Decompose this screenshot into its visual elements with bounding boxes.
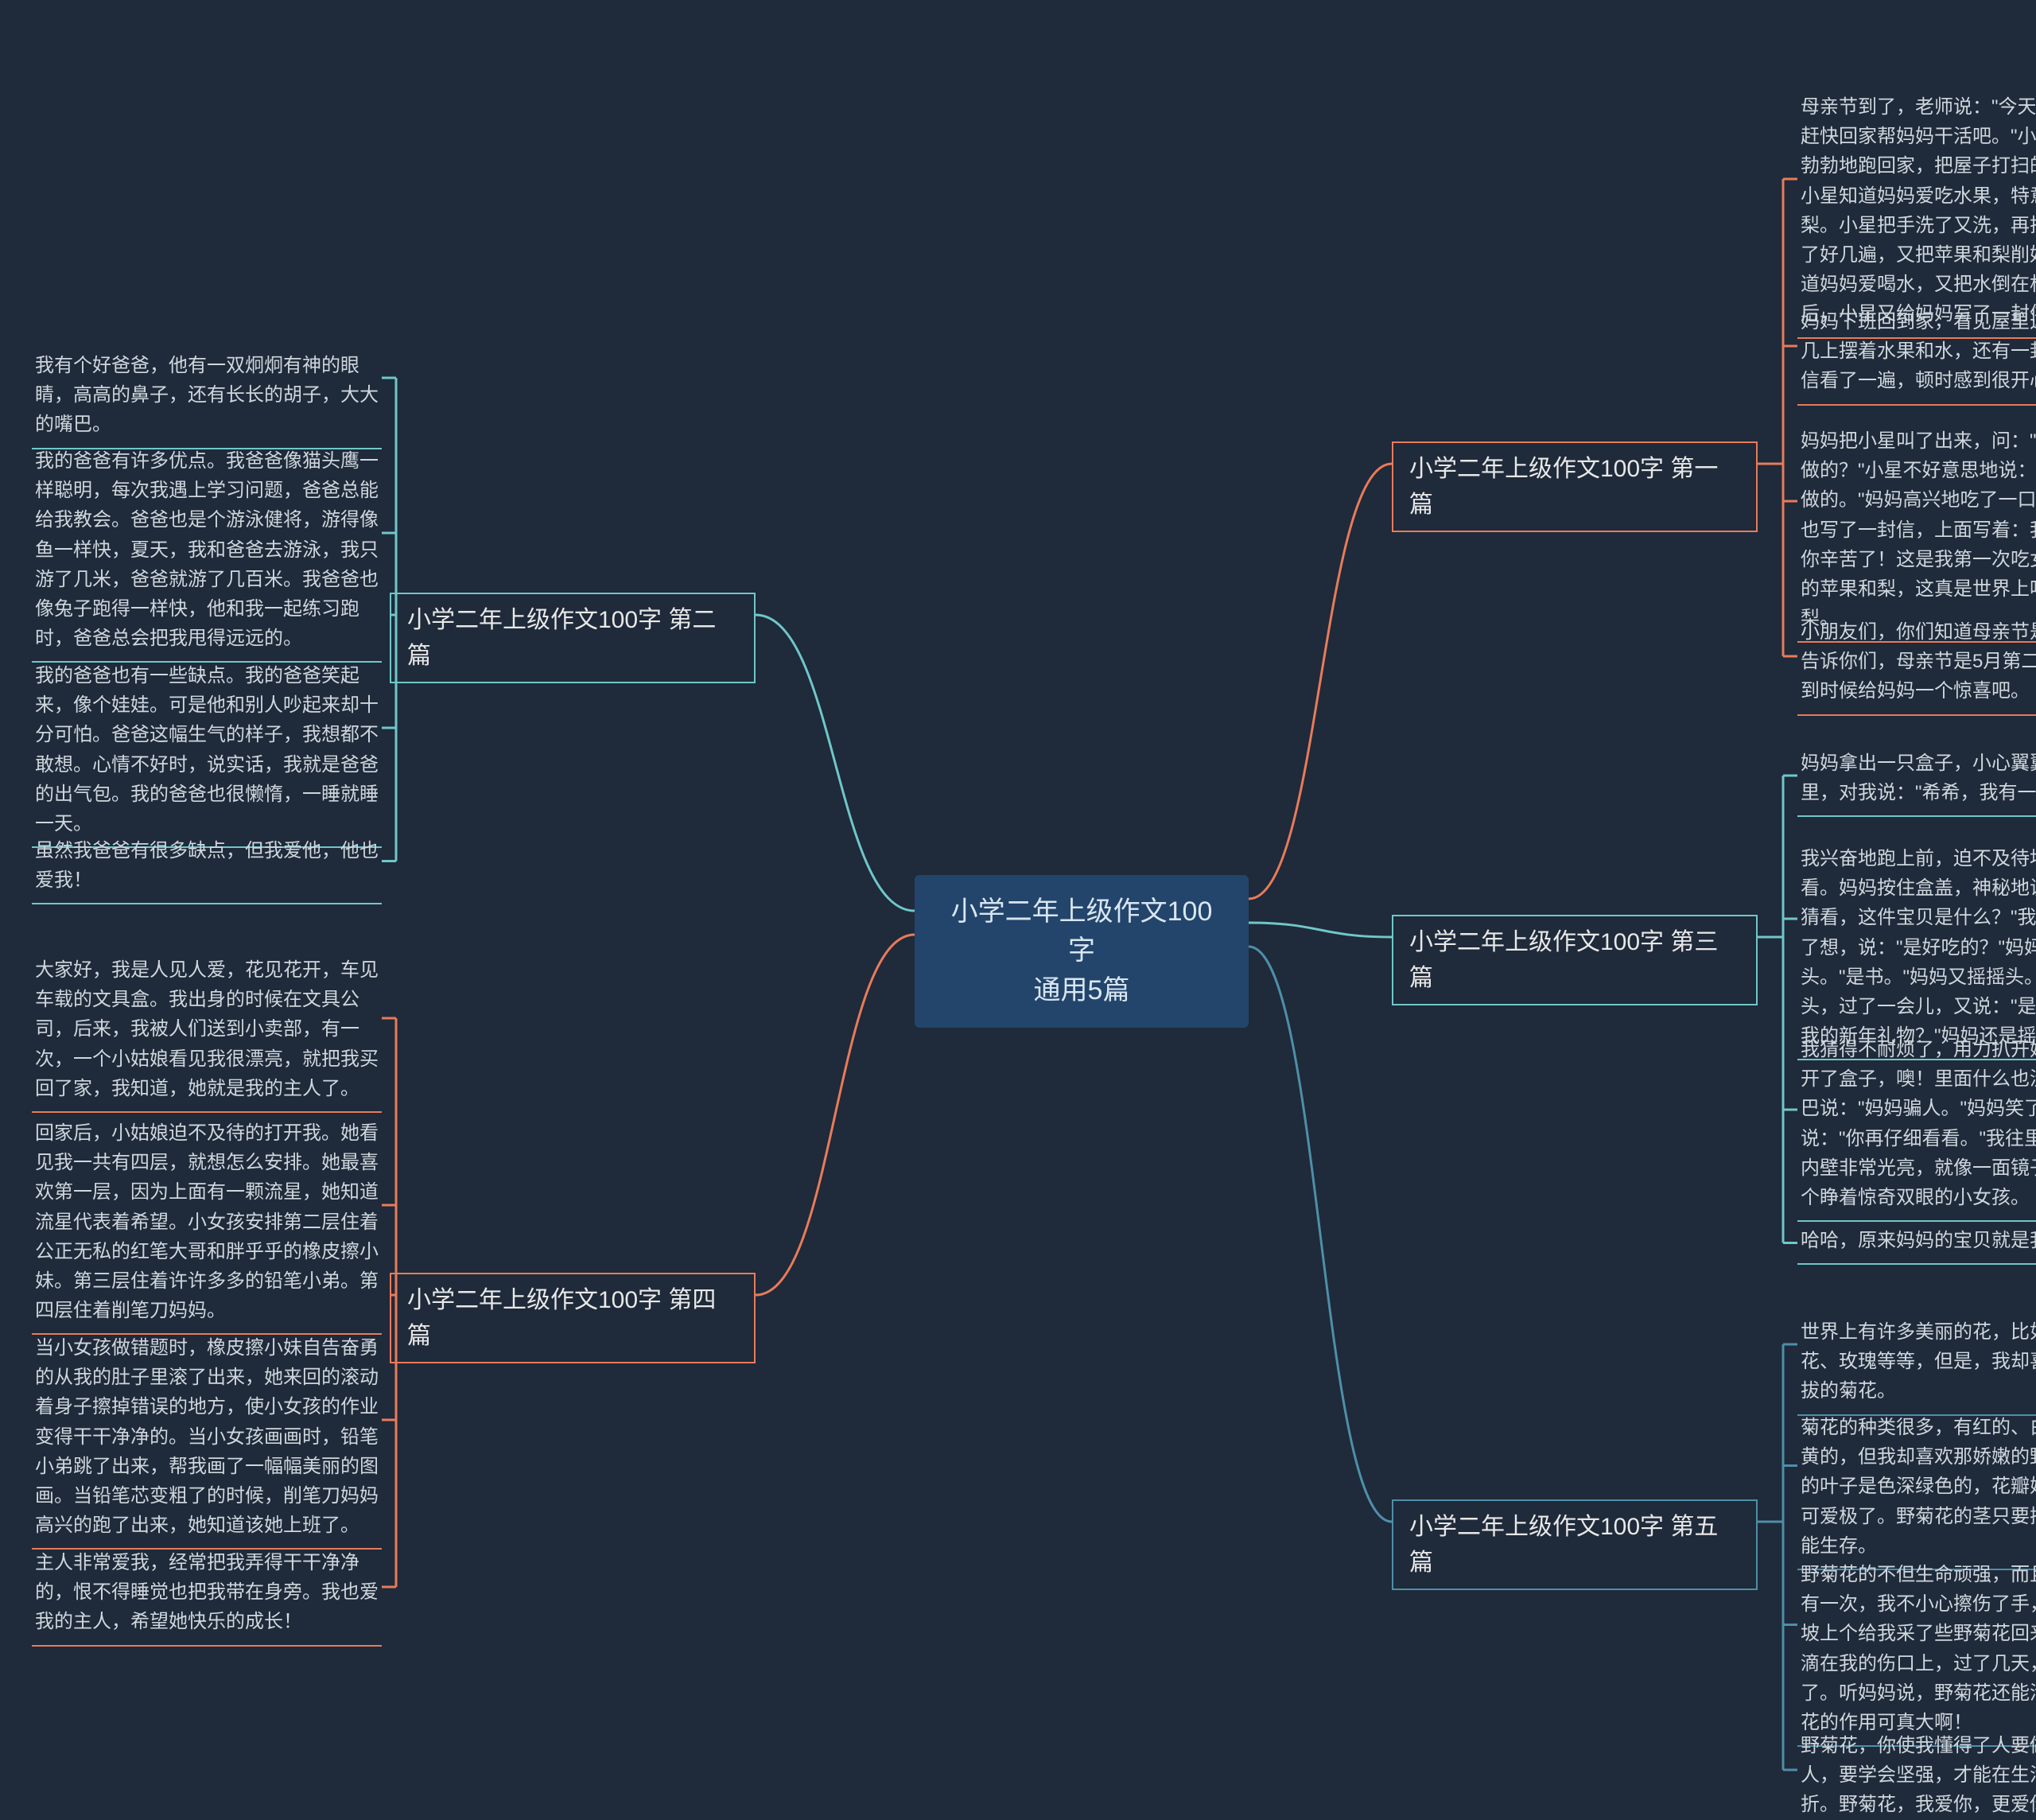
leaf-b2-0: 我有个好爸爸，他有一双炯炯有神的眼睛，高高的鼻子，还有长长的胡子，大大的嘴巴。	[32, 346, 382, 449]
leaf-b1-1: 妈妈下班回到家，看见屋里这么干净，茶几上摆着水果和水，还有一封信，便打开信看了一…	[1797, 302, 2036, 406]
branch-node-b4: 小学二年上级作文100字 第四篇	[390, 1273, 756, 1363]
leaf-b4-3: 主人非常爱我，经常把我弄得干干净净的，恨不得睡觉也把我带在身旁。我也爱我的主人，…	[32, 1543, 382, 1647]
leaf-b4-0: 大家好，我是人见人爱，花见花开，车见车载的文具盒。我出身的时候在文具公司，后来，…	[32, 951, 382, 1113]
leaf-b5-1: 菊花的种类很多，有红的、白的、紫的、黄的，但我却喜欢那娇嫩的野菊花。菊花的叶子是…	[1797, 1408, 2036, 1570]
center-node: 小学二年上级作文100字 通用5篇	[915, 875, 1249, 1028]
leaf-b4-2: 当小女孩做错题时，橡皮擦小妹自告奋勇的从我的肚子里滚了出来，她来回的滚动着身子擦…	[32, 1328, 382, 1550]
leaf-b2-2: 我的爸爸也有一些缺点。我的爸爸笑起来，像个娃娃。可是他和别人吵起来却十分可怕。爸…	[32, 656, 382, 848]
leaf-b5-0: 世界上有许多美丽的花，比如水仙、荷花、玫瑰等等，但是，我却喜欢那坚韧不拔的菊花。	[1797, 1312, 2036, 1416]
leaf-b3-3: 哈哈，原来妈妈的宝贝就是我呀！	[1797, 1221, 2036, 1265]
leaf-b2-3: 虽然我爸爸有很多缺点，但我爱他，他也爱我！	[32, 831, 382, 904]
leaf-b2-1: 我的爸爸有许多优点。我爸爸像猫头鹰一样聪明，每次我遇上学习问题，爸爸总能给我教会…	[32, 441, 382, 663]
leaf-b1-2: 妈妈把小星叫了出来，问："这些都是你做的？"小星不好意思地说："是的，是我做的。…	[1797, 422, 2036, 643]
center-line2: 通用5篇	[942, 971, 1222, 1010]
leaf-b3-0: 妈妈拿出一只盒子，小心翼翼地捧在手里，对我说："希希，我有一件宝贝。"	[1797, 744, 2036, 817]
branch-node-b1: 小学二年上级作文100字 第一篇	[1392, 441, 1758, 532]
branch-node-b2: 小学二年上级作文100字 第二篇	[390, 593, 756, 683]
leaf-b4-1: 回家后，小姑娘迫不及待的打开我。她看见我一共有四层，就想怎么安排。她最喜欢第一层…	[32, 1114, 382, 1335]
branch-node-b3: 小学二年上级作文100字 第三篇	[1392, 915, 1758, 1005]
leaf-b5-2: 野菊花的不但生命顽强，而且用途很大。有一次，我不小心擦伤了手，妈妈到小山坡上个给…	[1797, 1555, 2036, 1747]
leaf-b3-1: 我兴奋地跑上前，迫不及待地要打开来看。妈妈按住盒盖，神秘地说："你先猜猜看，这件…	[1797, 839, 2036, 1060]
leaf-b1-3: 小朋友们，你们知道母亲节是哪天吗？我告诉你们，母亲节是5月第二个星期日，到时候给…	[1797, 612, 2036, 716]
leaf-b1-0: 母亲节到了，老师说："今天是母亲节，赶快回家帮妈妈干活吧。"小星听了兴致勃勃地跑…	[1797, 88, 2036, 339]
leaf-b5-3: 野菊花，你使我懂得了人要做默默奉献的人，要学会坚强，才能在生活中经得起挫折。野菊…	[1797, 1726, 2036, 1820]
center-line1: 小学二年上级作文100字	[942, 892, 1222, 971]
branch-node-b5: 小学二年上级作文100字 第五篇	[1392, 1499, 1758, 1590]
leaf-b3-2: 我猜得不耐烦了，用力扒开妈妈的手，打开了盒子，噢！里面什么也没有，撅起嘴巴说："…	[1797, 1030, 2036, 1222]
